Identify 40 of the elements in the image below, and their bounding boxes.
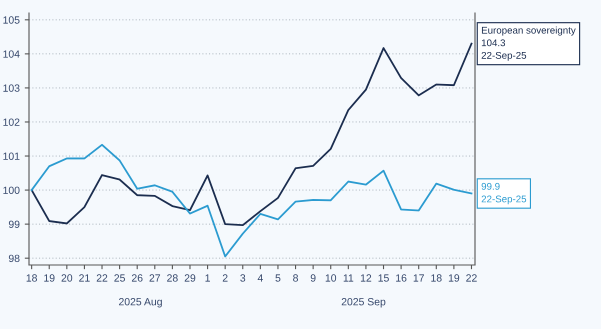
x-tick-label: 17: [414, 274, 424, 282]
x-tick-label: 2: [222, 274, 228, 282]
x-tick-label: 4: [258, 274, 263, 282]
x-tick-label: 29: [184, 274, 196, 282]
y-tick-label: 98: [8, 254, 20, 262]
line-series: [30, 42, 472, 226]
x-tick-label: 15: [378, 274, 389, 282]
y-tick-label: 99: [8, 220, 20, 228]
x-tick-label: 25: [114, 274, 125, 282]
x-tick-label: 19: [448, 274, 460, 282]
x-tick-label: 20: [62, 274, 72, 282]
x-tick-label: 19: [44, 274, 55, 282]
x-tick-label: 3: [240, 274, 246, 282]
x-tick-label: 18: [26, 274, 37, 282]
x-tick-label: 5: [275, 274, 280, 282]
x-tick-label: 18: [431, 274, 442, 282]
y-tick-label: 102: [3, 118, 20, 126]
text: 99.9 22-Sep-25: [482, 182, 526, 204]
x-tick-label: 28: [167, 274, 178, 282]
x-tick-label: 10: [326, 274, 336, 282]
x-tick-label: 12: [360, 274, 372, 282]
x-tick-label: 22: [96, 274, 108, 282]
y-tick-label: 103: [3, 84, 20, 92]
text: European sovereignty 104.3 22-Sep-25: [482, 26, 576, 61]
text: 2025 Aug: [119, 298, 162, 308]
x-tick-label: 9: [310, 274, 316, 282]
y-tick-label: 100: [3, 186, 20, 194]
y-tick-label: 104: [3, 50, 20, 58]
x-tick-label: 1: [205, 274, 210, 282]
x-tick-label: 8: [293, 274, 298, 282]
x-tick-label: 11: [344, 274, 354, 282]
text: 2025 Sep: [342, 298, 386, 308]
x-tick-label: 27: [150, 274, 160, 282]
x-tick-label: 21: [79, 274, 90, 282]
line-series: [30, 144, 472, 258]
y-tick-label: 105: [3, 16, 20, 24]
y-tick-label: 101: [3, 152, 20, 160]
x-tick-label: 26: [132, 274, 143, 282]
x-tick-label: 16: [396, 274, 406, 282]
x-tick-label: 22: [466, 274, 477, 282]
